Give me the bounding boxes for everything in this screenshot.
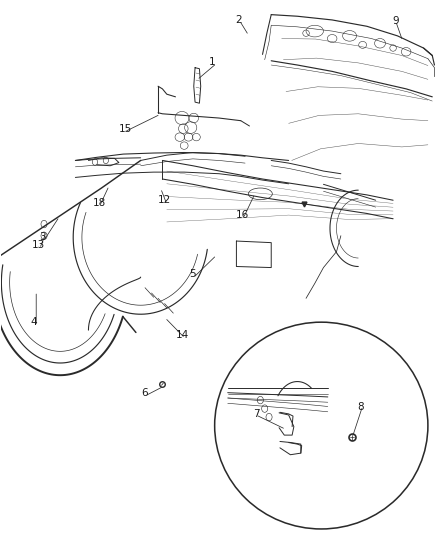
Text: 14: 14 xyxy=(175,330,189,341)
Text: 12: 12 xyxy=(158,195,171,205)
Text: 15: 15 xyxy=(119,124,132,134)
Text: 7: 7 xyxy=(253,409,259,419)
Text: 8: 8 xyxy=(357,402,364,412)
Text: 1: 1 xyxy=(209,58,216,67)
Text: 13: 13 xyxy=(32,240,45,251)
Text: 3: 3 xyxy=(39,232,46,243)
Text: 6: 6 xyxy=(142,387,148,398)
Text: 9: 9 xyxy=(392,16,399,26)
Text: 2: 2 xyxy=(235,15,242,25)
Text: 16: 16 xyxy=(237,209,250,220)
Text: 18: 18 xyxy=(93,198,106,208)
Text: 4: 4 xyxy=(31,317,37,327)
Text: 5: 5 xyxy=(190,270,196,279)
